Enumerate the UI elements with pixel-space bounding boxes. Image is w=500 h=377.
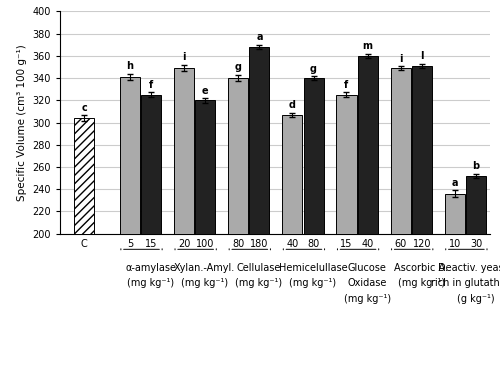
Bar bbox=[174, 68, 194, 234]
Bar bbox=[304, 78, 324, 234]
Bar bbox=[120, 77, 140, 234]
Bar bbox=[412, 66, 432, 234]
Text: g: g bbox=[234, 63, 242, 72]
Bar bbox=[466, 176, 486, 234]
Text: b: b bbox=[472, 161, 480, 172]
Text: a: a bbox=[256, 32, 262, 43]
Text: c: c bbox=[81, 103, 87, 112]
Bar bbox=[228, 78, 248, 234]
Text: (mg kg⁻¹): (mg kg⁻¹) bbox=[344, 294, 390, 304]
Text: d: d bbox=[289, 100, 296, 110]
Text: l: l bbox=[420, 51, 424, 61]
Text: (g kg⁻¹): (g kg⁻¹) bbox=[456, 294, 494, 304]
Bar bbox=[282, 115, 302, 234]
Text: Deactiv. yeasts: Deactiv. yeasts bbox=[438, 263, 500, 273]
Text: m: m bbox=[362, 41, 372, 51]
Text: (mg kg⁻¹): (mg kg⁻¹) bbox=[290, 278, 337, 288]
Bar bbox=[141, 95, 161, 234]
Text: Xylan.-Amyl.: Xylan.-Amyl. bbox=[174, 263, 236, 273]
Text: e: e bbox=[202, 86, 208, 96]
Bar bbox=[336, 95, 356, 234]
Text: h: h bbox=[126, 61, 134, 71]
Text: (mg kg⁻¹): (mg kg⁻¹) bbox=[236, 278, 282, 288]
Bar bbox=[250, 47, 270, 234]
Bar bbox=[195, 100, 216, 234]
Text: rich in glutathione: rich in glutathione bbox=[430, 278, 500, 288]
Text: i: i bbox=[399, 54, 402, 64]
Text: Hemicelullase: Hemicelullase bbox=[278, 263, 347, 273]
Text: Oxidase: Oxidase bbox=[348, 278, 387, 288]
Text: (mg kg⁻¹): (mg kg⁻¹) bbox=[127, 278, 174, 288]
Text: i: i bbox=[182, 52, 186, 63]
Text: Cellulase: Cellulase bbox=[236, 263, 281, 273]
Bar bbox=[390, 68, 410, 234]
Text: Glucose: Glucose bbox=[348, 263, 387, 273]
Text: Ascorbic A.: Ascorbic A. bbox=[394, 263, 448, 273]
Text: α-amylase: α-amylase bbox=[125, 263, 176, 273]
Text: f: f bbox=[149, 80, 153, 90]
Text: a: a bbox=[452, 178, 458, 188]
Bar bbox=[358, 56, 378, 234]
Text: f: f bbox=[344, 80, 348, 90]
Text: (mg kg⁻¹): (mg kg⁻¹) bbox=[398, 278, 445, 288]
Y-axis label: Specific Volume (cm³ 100 g⁻¹): Specific Volume (cm³ 100 g⁻¹) bbox=[17, 44, 27, 201]
Text: (mg kg⁻¹): (mg kg⁻¹) bbox=[181, 278, 228, 288]
Text: g: g bbox=[310, 64, 317, 74]
Bar bbox=[74, 118, 94, 234]
Bar bbox=[444, 194, 465, 234]
